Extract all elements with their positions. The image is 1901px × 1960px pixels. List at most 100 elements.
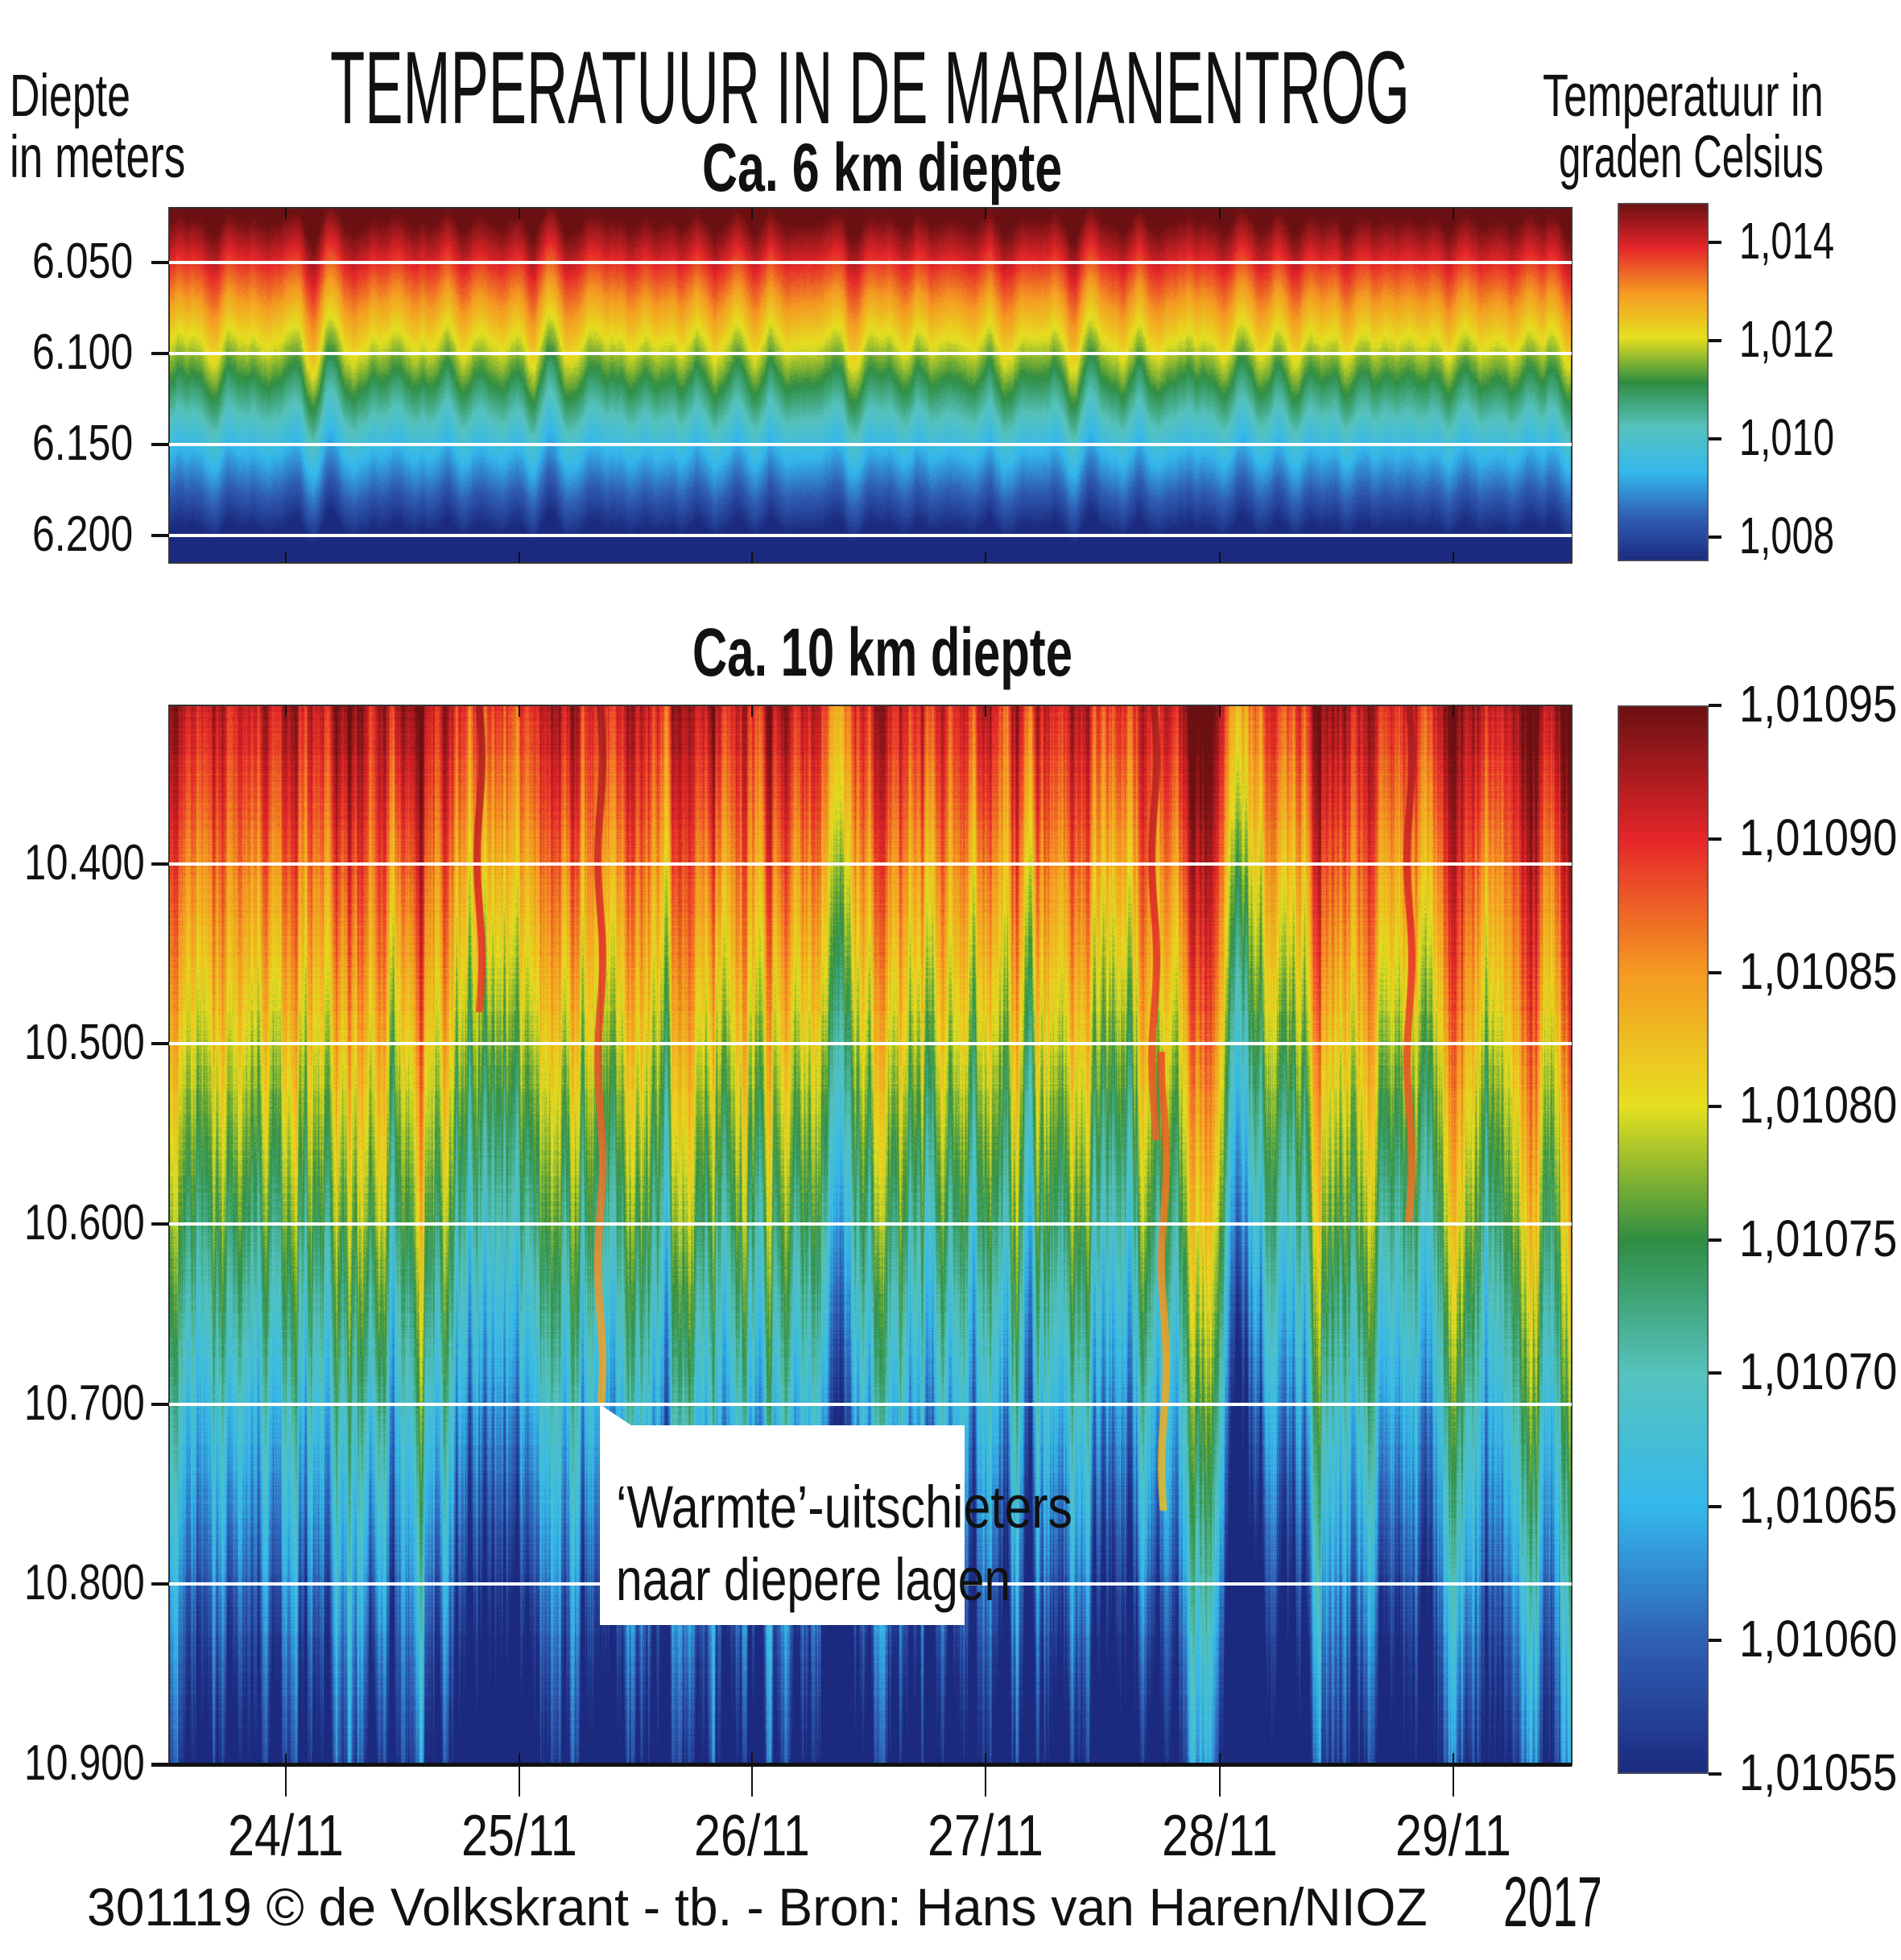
x-tick-bottom [751,552,753,563]
colorbar-tick-label: 1,01060 [1739,1610,1898,1668]
x-tick-label: 26/11 [694,1804,810,1868]
colorbar-tick-label: 1,01075 [1739,1209,1898,1267]
gridline [169,1222,1572,1226]
x-tick [985,1764,986,1797]
x-tick-top [519,705,520,717]
x-tick-bottom [285,552,287,563]
x-tick-bottom [285,1753,287,1764]
x-tick [1453,1764,1454,1797]
colorbar-tick [1709,1505,1721,1509]
colorbar-tick-label: 1,01055 [1739,1743,1898,1801]
y-axis-label-line2: in meters [10,123,186,190]
y-tick-label: 10.800 [24,1555,145,1611]
x-tick [285,1764,287,1797]
x-tick-bottom [1453,1753,1454,1764]
y-tick-label: 6.100 [32,324,134,380]
x-tick [751,1764,753,1797]
y-tick [151,1582,169,1586]
y-tick [151,862,169,866]
x-tick-bottom [519,1753,520,1764]
y-tick [151,443,169,446]
colorbar-tick [1709,1772,1721,1776]
x-tick [1219,1764,1221,1797]
colorbar-tick-label: 1,01085 [1739,941,1898,1000]
x-tick-top [519,208,520,219]
annotation-line2: naar diepere lagen [616,1546,1011,1613]
gridline [169,260,1572,264]
colorbar-tick-label: 1,008 [1739,506,1835,564]
colorbar-tick-label: 1,01095 [1739,675,1898,733]
colorbar-tick [1709,1371,1721,1375]
x-tick-top [1453,705,1454,717]
x-tick-label: 29/11 [1395,1804,1511,1868]
x-tick-top [751,208,753,219]
x-tick-label: 25/11 [461,1804,577,1868]
y-tick [151,534,169,538]
colorbar-10km [1618,705,1709,1774]
colorbar-tick-label: 1,014 [1739,211,1835,270]
colorbar-label-line1: Temperatuur in [1543,62,1824,129]
colorbar-tick-label: 1,012 [1739,309,1835,368]
gridline [169,862,1572,866]
annotation-pointer [600,1404,636,1429]
x-tick-label: 24/11 [228,1804,344,1868]
colorbar-tick-label: 1,01065 [1739,1476,1898,1535]
y-tick [151,1402,169,1406]
panel1-title: Ca. 6 km diepte [702,130,1063,205]
x-tick-top [1453,208,1454,219]
y-tick [151,351,169,355]
y-tick-label: 10.600 [24,1195,145,1251]
x-tick-top [1219,208,1221,219]
x-tick-top [285,705,287,717]
x-tick-top [285,208,287,219]
y-tick-label: 6.050 [32,233,134,289]
colorbar-tick-label: 1,01090 [1739,808,1898,866]
colorbar-tick [1709,1104,1721,1108]
y-tick-label: 10.700 [24,1375,145,1431]
footer-credit: 301119 © de Volkskrant - tb. - Bron: Han… [87,1877,1428,1937]
x-tick-top [985,705,986,717]
y-tick [151,260,169,264]
panel2-title: Ca. 10 km diepte [692,614,1072,690]
colorbar-tick-label: 1,01080 [1739,1075,1898,1134]
footer-year: 2017 [1503,1862,1602,1941]
colorbar-tick [1709,970,1721,974]
x-axis-line [151,1763,1572,1767]
colorbar-tick [1709,535,1721,539]
x-tick-bottom [985,552,986,563]
colorbar-tick [1709,1238,1721,1242]
colorbar-tick [1709,240,1721,244]
y-tick-label: 10.400 [24,834,145,891]
colorbar-tick-label: 1,01070 [1739,1342,1898,1401]
y-tick [151,1042,169,1046]
colorbar-6km [1618,203,1709,561]
colorbar-tick-label: 1,010 [1739,407,1835,466]
colorbar-tick [1709,338,1721,342]
colorbar-tick [1709,704,1721,707]
colorbar-tick [1709,1639,1721,1643]
gridline [169,1042,1572,1046]
x-tick-label: 27/11 [928,1804,1043,1868]
gridline [169,351,1572,355]
gridline [169,1402,1572,1406]
x-tick-top [1219,705,1221,717]
annotation-box [600,1425,965,1625]
x-tick-bottom [985,1753,986,1764]
annotation-line1: ‘Warmte’-uitschieters [616,1474,1073,1540]
y-axis-label-line1: Diepte [10,62,130,129]
colorbar-label-line2: graden Celsius [1559,123,1824,190]
x-tick-bottom [1219,1753,1221,1764]
x-tick-bottom [1453,552,1454,563]
y-tick-label: 6.200 [32,507,134,563]
colorbar-tick [1709,837,1721,841]
x-tick-bottom [1219,552,1221,563]
gridline [169,443,1572,446]
y-tick [151,1222,169,1226]
chart-title: TEMPERATUUR IN DE MARIANENTROG [330,31,1410,146]
x-tick-bottom [519,552,520,563]
x-tick-top [985,208,986,219]
heatmap-6km [169,208,1572,563]
x-tick-label: 28/11 [1162,1804,1278,1868]
y-tick-label: 10.900 [24,1735,145,1791]
x-tick-bottom [751,1753,753,1764]
